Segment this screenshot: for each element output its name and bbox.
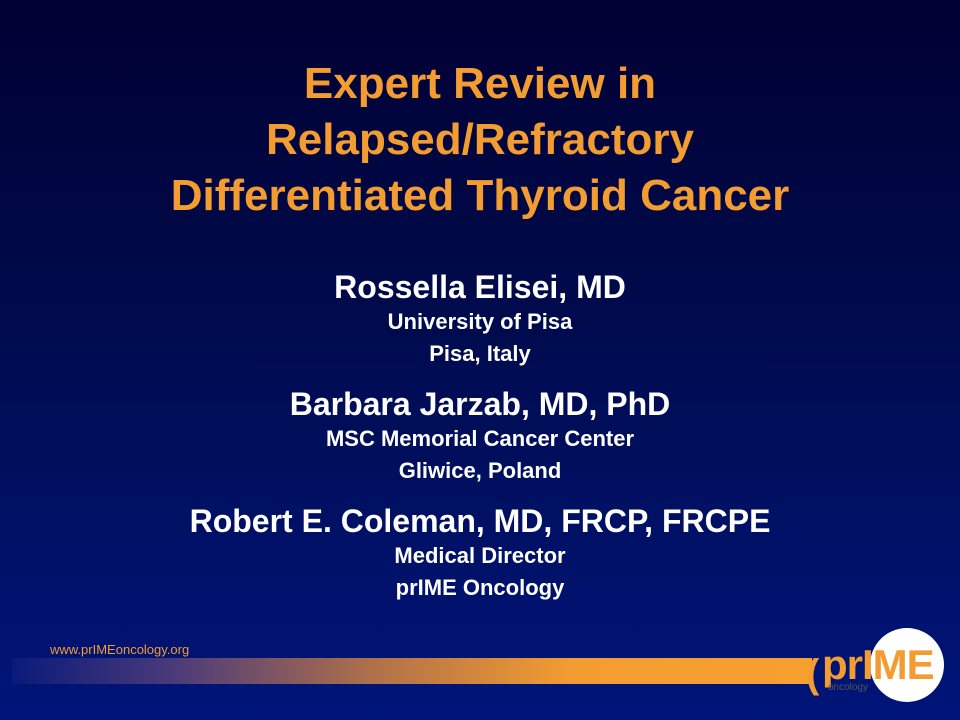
logo-wordmark: prIME — [822, 641, 935, 688]
presenter-organization: prIME Oncology — [395, 575, 565, 600]
presenter-name: Robert E. Coleman, MD, FRCP, FRCPE — [189, 503, 771, 539]
presenter-affiliation: University of Pisa — [387, 309, 573, 334]
logo-bracket: ( — [806, 652, 820, 696]
presenter-role: Medical Director — [394, 543, 566, 568]
title-line-1: Expert Review in — [303, 59, 657, 108]
title-line-2: Relapsed/Refractory — [266, 115, 694, 164]
presenter-location: Gliwice, Poland — [398, 458, 562, 483]
prime-oncology-logo: ( prIME oncology — [806, 628, 946, 704]
footer-url-link[interactable]: www.prIMEoncology.org — [50, 642, 190, 657]
slide-title: Expert Review in Relapsed/Refractory Dif… — [0, 56, 960, 224]
logo-circle — [870, 628, 944, 702]
presenter-location: Pisa, Italy — [429, 341, 531, 366]
presenter-name: Rossella Elisei, MD — [334, 269, 626, 305]
logo-word-pr: pr — [822, 641, 863, 688]
logo-word-ime: IME — [862, 641, 935, 688]
presenter-block: Robert E. Coleman, MD, FRCP, FRCPE Medic… — [0, 502, 960, 604]
presenter-affiliation: MSC Memorial Cancer Center — [325, 426, 635, 451]
title-line-3: Differentiated Thyroid Cancer — [170, 171, 790, 220]
presenter-block: Barbara Jarzab, MD, PhD MSC Memorial Can… — [0, 385, 960, 487]
presenter-block: Rossella Elisei, MD University of Pisa P… — [0, 268, 960, 370]
presenter-name: Barbara Jarzab, MD, PhD — [289, 386, 671, 422]
logo-subtext: oncology — [828, 682, 869, 693]
footer-gradient-bar — [12, 658, 812, 684]
